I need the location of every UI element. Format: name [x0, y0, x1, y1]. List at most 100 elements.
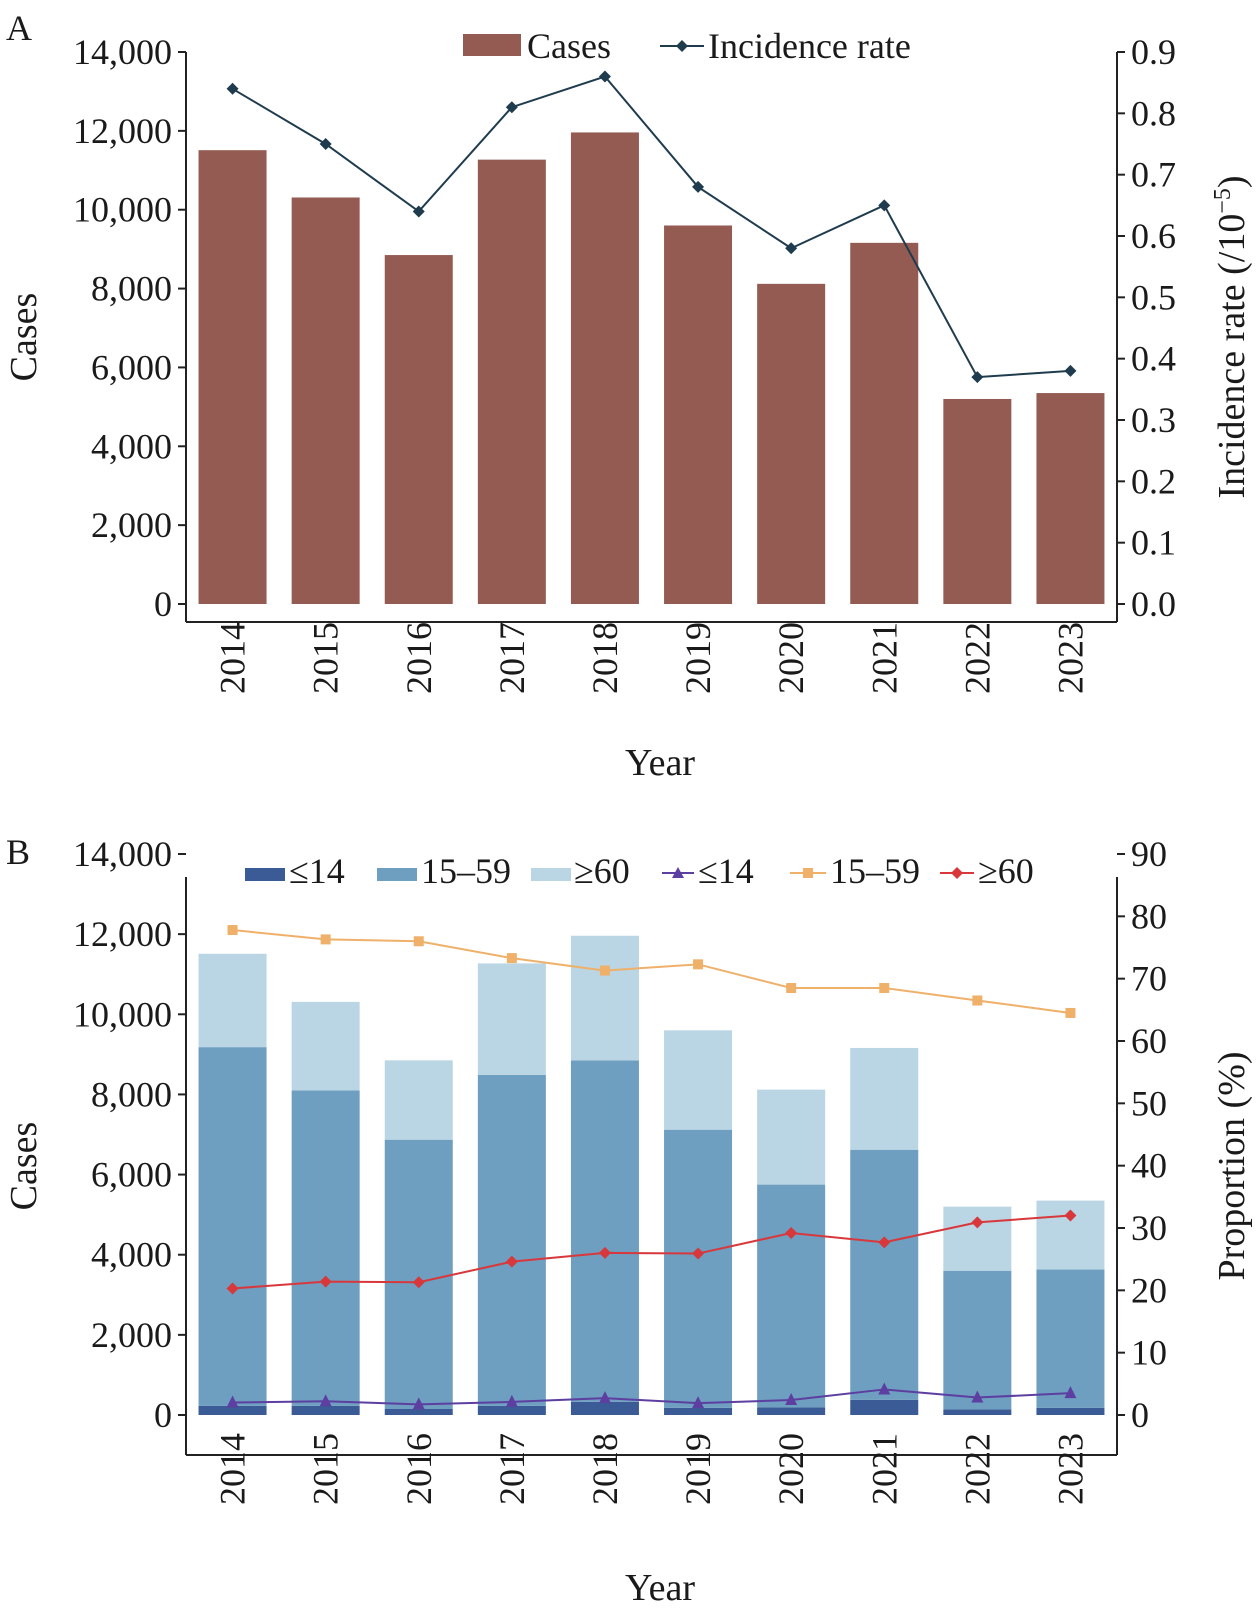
series-line-diamond — [232, 1214, 1071, 1290]
x-tick-label: 2019 — [678, 622, 718, 694]
panel-a-right-axis-label: Incidence rate (/10−5) — [1210, 175, 1253, 498]
bar-Cases-2018 — [570, 132, 639, 605]
bar-Cases-2014 — [198, 150, 267, 605]
panel-b-right-axis-label: Proportion (%) — [1211, 1051, 1253, 1280]
right-tick-label: 20 — [1131, 1270, 1167, 1310]
line-point-diamond-2020 — [785, 242, 798, 255]
series-line-diamond — [232, 75, 1071, 379]
legend-le14-marker — [672, 867, 684, 878]
bar-Cases-2017 — [477, 159, 546, 604]
legend-15-59-line-label: 15–59 — [830, 851, 920, 891]
left-tick-label: 0 — [154, 1395, 172, 1435]
right-tick-label: 0.5 — [1131, 277, 1176, 317]
line-point-square-2021 — [879, 983, 890, 994]
legend-le14-bar-label: ≤14 — [289, 851, 345, 891]
bar-60-2021 — [850, 1047, 919, 1150]
line-point-square-2015 — [320, 934, 331, 945]
legend-cases-swatch — [463, 34, 521, 56]
x-tick-label: 2023 — [1050, 1433, 1090, 1505]
bar-Cases-2016 — [384, 255, 453, 605]
x-tick-label: 2018 — [585, 622, 625, 694]
bar-1559-2019 — [664, 1129, 733, 1408]
legend-le14-line-label: ≤14 — [698, 851, 754, 891]
right-tick-label: 0.3 — [1131, 400, 1176, 440]
legend-15-59-bar-swatch — [377, 868, 417, 881]
bar-Cases-2020 — [757, 283, 826, 604]
panel-a-x-axis-label: Year — [625, 742, 695, 784]
legend-ge60-marker — [951, 867, 963, 879]
right-tick-label: 10 — [1131, 1333, 1167, 1373]
bar-60-2019 — [664, 1030, 733, 1130]
left-tick-label: 0 — [154, 584, 172, 624]
x-tick-label: 2016 — [399, 1433, 439, 1505]
panel-a-y-axis-label: Cases — [3, 293, 45, 382]
bar-14-2014 — [198, 1405, 267, 1415]
bar-1559-2023 — [1036, 1269, 1105, 1408]
right-tick-label: 0.1 — [1131, 523, 1176, 563]
left-tick-label: 10,000 — [73, 190, 172, 230]
panel-b-x-axis-label: Year — [625, 1567, 695, 1609]
x-tick-label: 2022 — [957, 622, 997, 694]
line-point-diamond-2019 — [692, 1247, 705, 1260]
panel-b-proportion-lines — [226, 925, 1077, 1410]
line-point-diamond-2019 — [692, 180, 705, 193]
panel-a: A 0 2,000 4,000 6,000 8,000 10,000 12,000 14,00… — [3, 8, 1253, 784]
bar-14-2016 — [384, 1408, 453, 1415]
x-tick-label: 2018 — [585, 1433, 625, 1505]
left-tick-label: 8,000 — [91, 269, 172, 309]
x-tick-label: 2014 — [213, 1433, 253, 1505]
line-point-square-2014 — [227, 925, 238, 936]
left-tick-label: 2,000 — [91, 505, 172, 545]
left-tick-label: 8,000 — [91, 1074, 172, 1114]
line-point-triangle-2023 — [1064, 1386, 1077, 1399]
series-line-triangle — [232, 1388, 1071, 1406]
panel-b-left-ticks: 0 2,000 4,000 6,000 8,000 10,000 12,000 14,000 — [73, 834, 186, 1435]
legend-cases-label: Cases — [527, 26, 611, 66]
x-tick-label: 2023 — [1050, 622, 1090, 694]
left-tick-label: 6,000 — [91, 1155, 172, 1195]
right-tick-label: 0.8 — [1131, 93, 1176, 133]
panel-a-bars — [198, 132, 1105, 605]
line-point-diamond-2018 — [598, 70, 611, 83]
line-point-diamond-2017 — [505, 101, 518, 114]
line-point-triangle-2019 — [692, 1396, 705, 1409]
bar-14-2015 — [291, 1405, 360, 1415]
bar-14-2022 — [943, 1409, 1012, 1415]
bar-14-2021 — [850, 1399, 919, 1415]
x-tick-label: 2015 — [306, 622, 346, 694]
line-point-diamond-2016 — [412, 1276, 425, 1289]
panel-b-x-ticks: 2014 2015 2016 2017 2018 2019 2020 2021 2022 2023 — [213, 1433, 1091, 1505]
right-tick-label: 50 — [1131, 1083, 1167, 1123]
line-point-diamond-2023 — [1064, 1209, 1077, 1222]
line-point-triangle-2018 — [598, 1391, 611, 1404]
right-tick-label: 0.2 — [1131, 461, 1176, 501]
panel-a-right-ticks: 0.0 0.1 0.2 0.3 0.4 0.5 0.6 0.7 0.8 0.9 — [1117, 32, 1176, 624]
line-point-square-2019 — [693, 959, 704, 970]
legend-incidence-label: Incidence rate — [708, 26, 911, 66]
line-point-triangle-2014 — [226, 1395, 239, 1408]
line-point-triangle-2016 — [412, 1397, 425, 1410]
line-point-square-2023 — [1065, 1007, 1076, 1018]
right-tick-label: 0.9 — [1131, 32, 1176, 72]
line-point-diamond-2014 — [226, 82, 239, 95]
legend-incidence-marker — [676, 40, 688, 52]
x-tick-label: 2014 — [213, 622, 253, 694]
line-point-diamond-2018 — [598, 1246, 611, 1259]
line-point-diamond-2022 — [971, 1216, 984, 1229]
x-tick-label: 2017 — [492, 1433, 532, 1505]
right-tick-label: 80 — [1131, 896, 1167, 936]
bar-60-2020 — [757, 1089, 826, 1185]
line-point-diamond-2014 — [226, 1282, 239, 1295]
panel-b-bars — [198, 935, 1105, 1415]
line-point-square-2020 — [786, 983, 797, 994]
bar-60-2015 — [291, 1001, 360, 1091]
left-tick-label: 12,000 — [73, 914, 172, 954]
panel-b: B 0 2,000 4,000 6,000 8,000 10,000 12,000 14,00… — [3, 832, 1253, 1609]
right-tick-label: 0.0 — [1131, 584, 1176, 624]
line-point-square-2022 — [972, 995, 983, 1006]
line-point-triangle-2017 — [505, 1394, 518, 1407]
right-tick-label: 90 — [1131, 834, 1167, 874]
line-point-diamond-2021 — [878, 1236, 891, 1249]
line-point-square-2017 — [506, 953, 517, 964]
line-point-square-2016 — [413, 936, 424, 947]
